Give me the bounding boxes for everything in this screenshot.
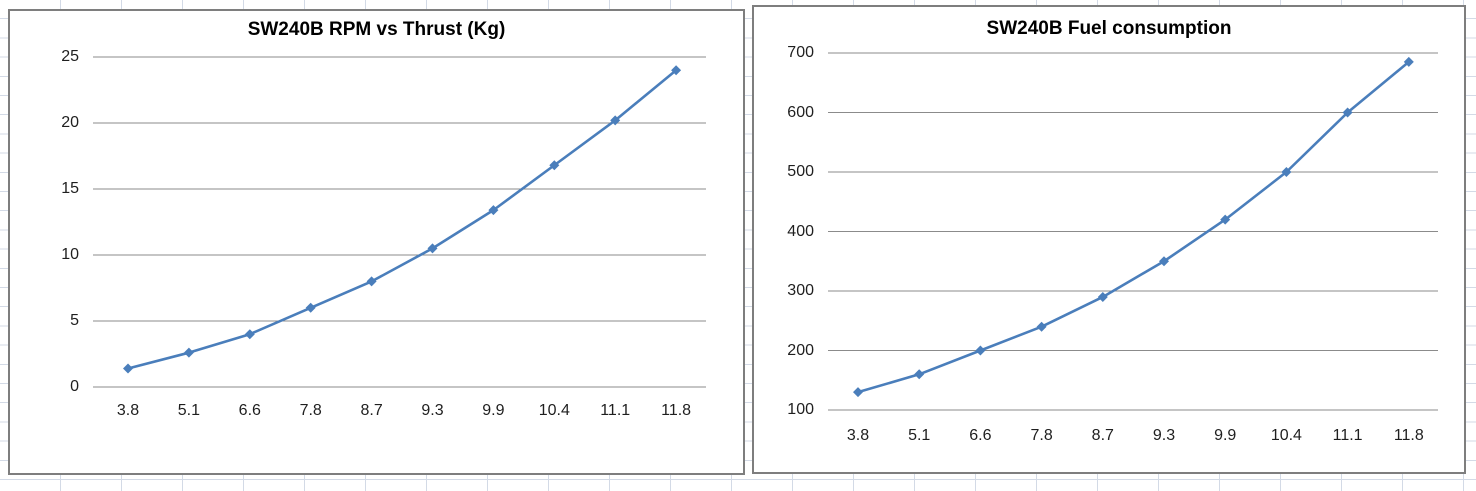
data-point-marker [244,329,255,340]
x-tick-label: 9.9 [1214,427,1237,444]
data-point-marker [671,65,682,76]
y-tick-label: 5 [70,312,79,329]
data-point-marker [427,243,438,254]
x-tick-label: 5.1 [908,427,931,444]
data-point-marker [1403,56,1414,67]
x-tick-label: 11.8 [1393,427,1424,444]
y-tick-label: 700 [787,44,814,61]
x-tick-label: 5.1 [177,402,201,419]
x-tick-label: 10.4 [538,402,570,419]
y-tick-label: 300 [787,282,814,299]
x-tick-label: 7.8 [1030,427,1053,444]
x-tick-label: 9.9 [482,402,505,419]
x-tick-label: 11.8 [661,402,692,419]
y-tick-label: 500 [787,163,814,180]
data-point-marker [975,345,986,356]
data-point-marker [1097,291,1108,302]
data-point-marker [914,369,925,380]
x-tick-label: 7.8 [299,402,322,419]
x-tick-label: 11.1 [1332,427,1363,444]
chart-title: SW240B Fuel consumption [986,18,1232,39]
x-tick-label: 10.4 [1270,427,1302,444]
y-tick-label: 0 [70,378,79,395]
x-tick-label: 3.8 [846,427,870,444]
x-tick-label: 3.8 [116,402,140,419]
data-point-marker [1342,107,1353,118]
x-tick-label: 9.3 [421,402,444,419]
y-tick-label: 400 [787,222,814,240]
x-tick-label: 11.1 [600,402,631,419]
data-point-marker [183,347,194,358]
x-tick-label: 9.3 [1152,427,1176,444]
y-tick-label: 600 [787,103,814,121]
data-point-marker [366,276,377,287]
data-point-marker [488,205,499,216]
data-point-marker [1159,256,1169,267]
x-tick-label: 6.6 [238,402,261,419]
series-line [856,60,1411,394]
chart-title: SW240B RPM vs Thrust (Kg) [247,19,506,40]
x-tick-label: 8.7 [1091,427,1114,444]
y-tick-label: 200 [787,341,814,359]
series-line [126,68,678,370]
y-tick-label: 25 [61,48,79,65]
x-tick-label: 6.6 [969,427,992,444]
y-tick-label: 10 [61,246,79,263]
chart-fuel-consumption[interactable]: SW240B Fuel consumption 100 200 300 400 500 6… [752,5,1466,474]
plot-area [93,56,706,388]
data-point-marker [1036,321,1047,332]
data-point-marker [1281,167,1292,177]
data-point-marker [123,363,133,374]
y-tick-label: 20 [61,114,79,131]
data-point-marker [610,115,621,126]
chart-rpm-vs-thrust[interactable]: SW240B RPM vs Thrust (Kg) 0 5 10 15 20 25 3.8 5… [8,9,745,475]
data-point-marker [1220,214,1231,225]
y-tick-label: 15 [61,180,79,197]
y-tick-label: 100 [787,401,814,418]
data-point-marker [305,302,316,313]
data-point-marker [853,387,863,398]
x-tick-label: 8.7 [360,402,383,419]
data-point-marker [549,160,560,171]
plot-area [828,52,1438,411]
